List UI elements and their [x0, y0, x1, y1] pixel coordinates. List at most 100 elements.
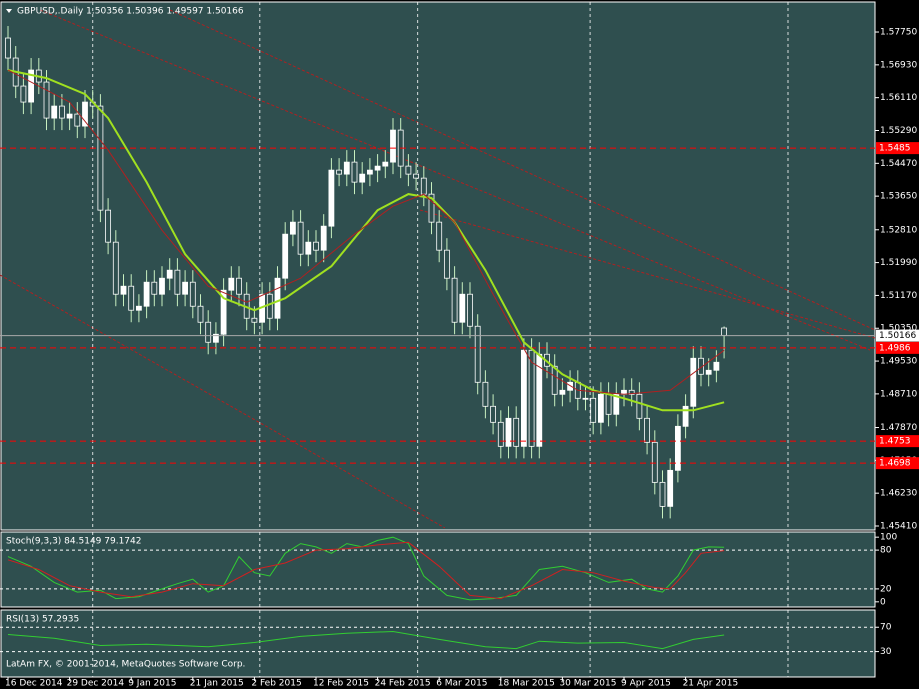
candle-body — [28, 69, 35, 103]
candle-body — [343, 161, 350, 175]
y-tick-label: 1.57750 — [880, 28, 917, 38]
candle-body — [474, 325, 481, 383]
y-tick-label: 1.55290 — [880, 126, 917, 136]
candle-body — [213, 333, 219, 343]
y-tick-label: 20 — [880, 584, 892, 594]
candle-body — [405, 165, 412, 175]
indicator-line — [7, 536, 725, 601]
candle-body — [597, 393, 604, 423]
y-tick-label: 70 — [880, 623, 892, 633]
candle-body — [143, 281, 150, 307]
level-label: 1.4986 — [879, 343, 911, 353]
candle-body — [97, 105, 104, 211]
candle-body — [390, 129, 396, 163]
candle-body — [682, 405, 689, 427]
level-label-box — [876, 341, 919, 354]
candle-body — [274, 277, 281, 319]
candle-body — [497, 421, 504, 447]
candle-body — [43, 81, 50, 119]
candle-body — [66, 113, 73, 119]
candle-body — [112, 241, 119, 295]
candle-body — [590, 397, 597, 423]
candle-body — [320, 225, 327, 251]
level-label: 1.4753 — [879, 437, 911, 447]
y-tick-label: 1.51990 — [880, 258, 917, 268]
rsi-panel — [0, 609, 876, 678]
level-label-box — [876, 142, 919, 155]
trend-line — [39, 9, 871, 351]
candle-body — [313, 241, 319, 251]
y-tick-label: 1.51170 — [880, 291, 917, 301]
trend-lines — [0, 9, 876, 529]
candle-body — [120, 285, 127, 295]
x-tick-label: 12 Feb 2015 — [313, 679, 369, 689]
candle-body — [166, 269, 173, 279]
main-panel — [0, 1, 876, 531]
candle-body — [567, 381, 573, 391]
candle-body — [482, 381, 489, 407]
y-tick-label: 1.54470 — [880, 159, 917, 169]
y-tick-label: 1.56110 — [880, 93, 917, 103]
x-tick-label: 21 Apr 2015 — [683, 679, 739, 689]
trend-line — [419, 209, 876, 339]
candle-body — [282, 233, 289, 279]
candle-body — [220, 289, 227, 335]
x-tick-label: 9 Apr 2015 — [621, 679, 671, 689]
candle-body — [705, 369, 712, 375]
copyright: LatAm FX, © 2001-2014, MetaQuotes Softwa… — [6, 660, 245, 670]
candle-body — [551, 365, 558, 395]
level-label-box — [876, 457, 919, 470]
candle-body — [74, 113, 81, 127]
indicator-line — [7, 69, 725, 395]
indicator-line — [7, 541, 725, 600]
y-tick-label: 1.47870 — [880, 423, 917, 433]
x-tick-label: 6 Mar 2015 — [436, 679, 487, 689]
candle-body — [351, 161, 358, 183]
candle-body — [459, 293, 466, 323]
current-price-label: 1.50166 — [879, 331, 916, 341]
candle-body — [443, 249, 450, 279]
y-tick-label: 30 — [880, 647, 892, 657]
level-label-box — [876, 435, 919, 448]
trend-line — [0, 274, 446, 529]
candle-body — [451, 277, 458, 323]
candle-body — [374, 165, 381, 171]
candle-body — [159, 277, 165, 295]
candle-body — [644, 417, 650, 443]
y-tick-label: 1.48710 — [880, 389, 917, 399]
x-tick-label: 30 Mar 2015 — [559, 679, 616, 689]
candle-body — [297, 221, 304, 255]
level-label: 1.4698 — [879, 459, 911, 469]
indicator-line — [7, 630, 725, 650]
candle-body — [5, 37, 11, 59]
x-tick-label: 16 Dec 2014 — [5, 679, 63, 689]
candle-body — [420, 177, 427, 195]
candle-body — [613, 393, 620, 415]
candle-body — [428, 193, 435, 223]
level-label: 1.5485 — [879, 144, 911, 154]
candle-body — [105, 209, 112, 243]
candle-body — [490, 405, 496, 423]
candle-body — [59, 105, 65, 119]
candle-body — [436, 221, 443, 251]
candle-body — [505, 417, 512, 447]
candle-body — [182, 281, 189, 295]
x-tick-label: 2 Feb 2015 — [251, 679, 301, 689]
candle-body — [667, 469, 674, 507]
candle-body — [20, 85, 27, 103]
chart-title: GBPUSD,.Daily 1.50356 1.50396 1.49597 1.… — [17, 7, 244, 17]
rsi-title: RSI(13) 57.2935 — [6, 615, 79, 625]
x-tick-label: 21 Jan 2015 — [190, 679, 244, 689]
trend-line — [169, 9, 876, 331]
y-tick-label: 1.52810 — [880, 225, 917, 235]
candle-body — [236, 277, 242, 295]
candle-body — [698, 357, 704, 375]
candle-body — [228, 277, 235, 291]
candle-body — [659, 481, 666, 507]
candle-body — [51, 105, 58, 119]
menu-icon[interactable] — [6, 9, 12, 13]
candle-body — [189, 281, 196, 307]
candle-body — [382, 161, 389, 167]
y-tick-label: 1.53650 — [880, 192, 917, 202]
